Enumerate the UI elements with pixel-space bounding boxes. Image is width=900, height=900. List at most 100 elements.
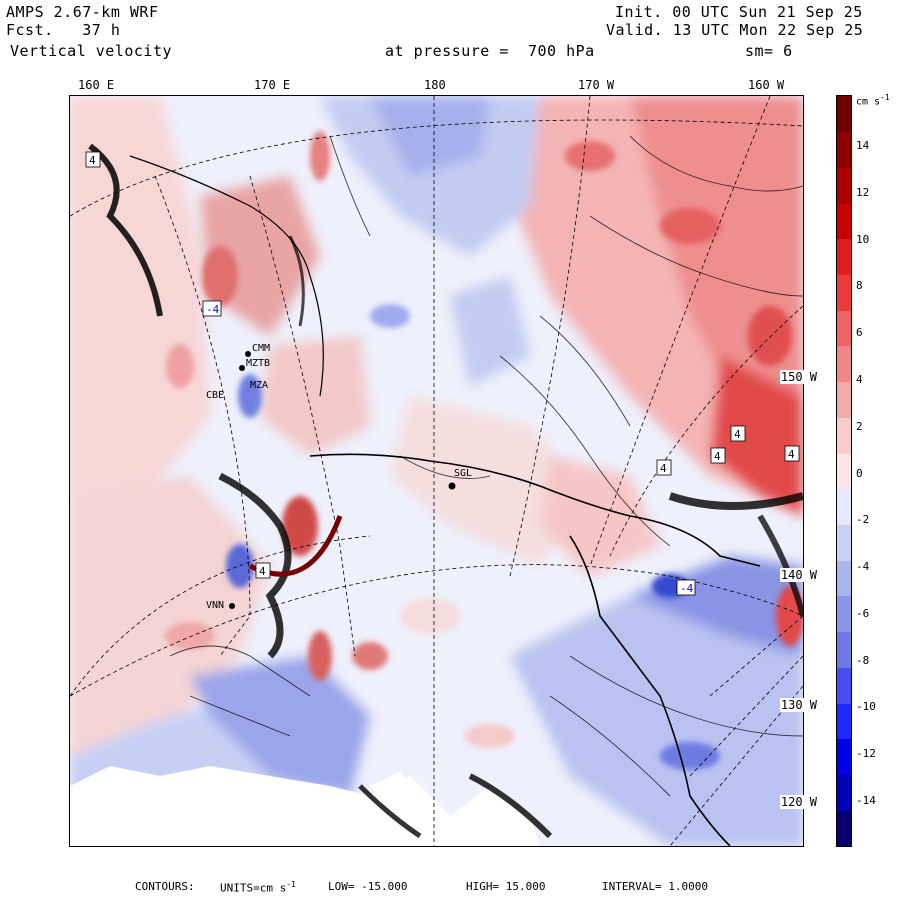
footer-low-value: -15.000 — [361, 880, 408, 893]
colorbar-segment — [837, 238, 851, 276]
lon-label-180: 180 — [424, 78, 446, 92]
level-label: at pressure = — [385, 42, 509, 60]
colorbar-segment — [837, 131, 851, 168]
coast-west — [129, 155, 324, 397]
forecast-label: Fcst. — [6, 21, 54, 39]
footer-interval: INTERVAL= 1.0000 — [602, 880, 708, 893]
contour-marker: 4 — [660, 462, 667, 475]
valid-time: Valid. 13 UTC Mon 22 Sep 25 — [606, 22, 863, 39]
colorbar-unit-text: cm s — [856, 96, 881, 108]
colorbar-segment — [837, 524, 851, 561]
station-label-mztb: MZTB — [246, 358, 271, 369]
footer-high-label: HIGH= — [466, 880, 500, 893]
vertical-velocity-map: 4 4 4 4 -4 -4 4 4 SGL CMM MZTB MZA CBE V… — [69, 95, 804, 847]
footer-high-value: 15.000 — [505, 880, 546, 893]
contour-marker: 4 — [734, 428, 741, 441]
graticule — [70, 96, 803, 846]
mountain-signal — [88, 143, 803, 839]
colorbar-segment — [837, 810, 851, 847]
coastline — [309, 453, 761, 567]
init-label: Init. — [615, 3, 663, 21]
colorbar-tick-label: 10 — [856, 232, 870, 246]
colorbar-segment — [837, 310, 851, 347]
colorbar-segment — [837, 703, 851, 740]
lon-label-170e: 170 E — [254, 78, 291, 92]
pressure-level: at pressure = 700 hPa — [385, 43, 595, 60]
footer-contours-label: CONTOURS: — [135, 880, 195, 893]
colorbar-tick-label: 12 — [856, 185, 870, 199]
station-dot-cmm — [245, 351, 251, 357]
colorbar-unit: cm s-1 — [856, 93, 890, 107]
colorbar-segment — [837, 274, 851, 311]
contour-marker: 4 — [89, 154, 96, 167]
station-dot-mztb — [239, 365, 245, 371]
forecast-hours: Fcst. 37 h — [6, 22, 120, 39]
colorbar-tick-label: 2 — [856, 419, 863, 433]
colorbar-segment — [837, 774, 851, 811]
footer-interval-label: INTERVAL= — [602, 880, 662, 893]
station-label-cbe: CBE — [206, 390, 225, 401]
valid-value: 13 UTC Mon 22 Sep 25 — [672, 21, 864, 39]
footer-units-text: UNITS=cm s — [220, 881, 287, 895]
colorbar-segment — [837, 560, 851, 597]
station-dots — [229, 351, 456, 609]
lat-label-150w: 150 W — [779, 370, 818, 384]
colorbar-tick-label: 6 — [856, 326, 863, 340]
init-time: Init. 00 UTC Sun 21 Sep 25 — [615, 4, 863, 21]
footer-units-exponent: -1 — [286, 880, 296, 889]
contour-marker: 4 — [259, 565, 266, 578]
level-value: 700 hPa — [527, 42, 595, 60]
lat-label-120w: 120 W — [779, 795, 818, 809]
colorbar-tick-label: -14 — [856, 794, 876, 807]
station-dot-vnn — [229, 603, 235, 609]
variable-name: Vertical velocity — [10, 42, 173, 60]
colorbar-segment — [837, 203, 851, 240]
colorbar-tick-label: -4 — [856, 560, 870, 574]
lon-label-160w: 160 W — [748, 78, 785, 92]
footer-units: UNITS=cm s-1 — [220, 880, 296, 895]
colorbar-segment — [837, 738, 851, 776]
footer-interval-value: 1.0000 — [668, 880, 708, 893]
colorbar-tick-label: 0 — [856, 466, 863, 480]
colorbar-segment — [837, 453, 851, 490]
contour-marker: 4 — [714, 450, 721, 463]
colorbar-tick-label: 8 — [856, 279, 863, 293]
colorbar-segment — [837, 631, 851, 668]
lat-label-140w: 140 W — [779, 568, 818, 582]
station-label-vnn: VNN — [206, 600, 225, 611]
valid-label: Valid. — [606, 21, 664, 39]
map-canvas: 4 4 4 4 -4 -4 4 4 — [70, 96, 803, 846]
colorbar-tick-label: -12 — [856, 747, 876, 761]
init-value: 00 UTC Sun 21 Sep 25 — [672, 3, 863, 21]
station-dot-sgl — [448, 482, 456, 490]
station-label-sgl: SGL — [454, 468, 473, 479]
contour-markers: 4 4 4 4 -4 -4 4 4 — [85, 151, 800, 596]
colorbar-tick-label: -6 — [856, 606, 870, 620]
colorbar-tick-label: 14 — [856, 139, 870, 152]
contour-marker: 4 — [788, 448, 795, 461]
contour-marker: -4 — [680, 582, 694, 595]
contour-lines — [169, 135, 803, 797]
colorbar-tick-label: 4 — [856, 372, 863, 386]
smoothing-value: sm= 6 — [745, 42, 793, 60]
colorbar-segment — [837, 667, 851, 704]
colorbar-segment — [837, 596, 851, 633]
contour-marker: -4 — [206, 303, 220, 316]
colorbar-segment — [837, 167, 851, 204]
station-label-cmm: CMM — [252, 343, 271, 354]
colorbar-segment — [837, 346, 851, 383]
colorbar-segment — [837, 96, 851, 133]
colorbar-tick-label: -2 — [856, 513, 870, 527]
colorbar-segment — [837, 381, 851, 418]
ice-shelf-edge — [569, 535, 731, 846]
colorbar-tick-label: -8 — [856, 653, 870, 667]
colorbar — [836, 95, 852, 847]
lon-label-160e: 160 E — [78, 78, 115, 92]
lon-label-170w: 170 W — [578, 78, 615, 92]
footer-low-label: LOW= — [328, 880, 355, 893]
footer-high: HIGH= 15.000 — [466, 880, 546, 893]
colorbar-segment — [837, 488, 851, 526]
model-title: AMPS 2.67-km WRF — [6, 3, 159, 21]
colorbar-segment — [837, 417, 851, 454]
colorbar-tick-label: -10 — [856, 700, 876, 714]
